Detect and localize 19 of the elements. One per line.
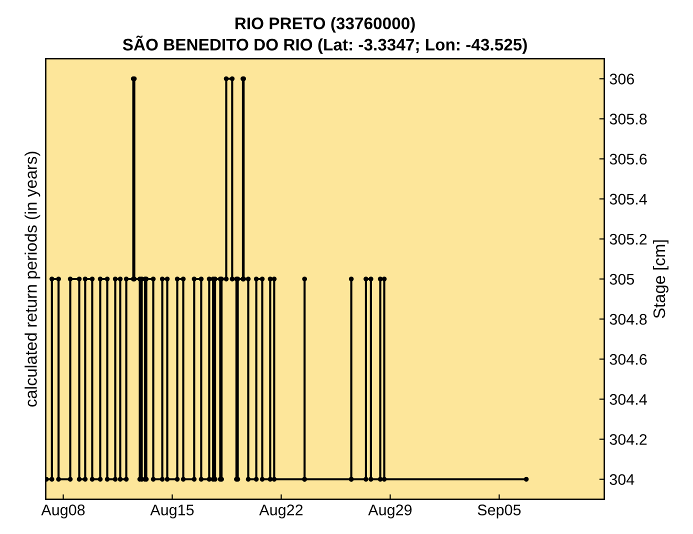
- y2-tick-label: 304.4: [610, 394, 647, 405]
- y2-tick-label: 305.4: [610, 194, 647, 205]
- x-tick-label: Aug08: [41, 504, 85, 518]
- x-tick-label: Aug15: [150, 504, 194, 518]
- y2-tick-label: 305.6: [610, 154, 647, 165]
- y2-tick-label: 304: [610, 474, 634, 485]
- y2-axis-title: Stage [cm]: [652, 240, 668, 318]
- x-tick-label: Aug22: [259, 504, 303, 518]
- y2-tick-label: 304.8: [610, 314, 647, 325]
- y2-tick-label: 305: [610, 274, 634, 285]
- y2-tick-label: 305.2: [610, 234, 647, 245]
- y-axis-title: calculated return periods (in years): [24, 152, 40, 407]
- x-tick-label: Sep05: [478, 504, 521, 518]
- y2-tick-label: 304.2: [610, 434, 647, 445]
- chart-title: RIO PRETO (33760000) SÃO BENEDITO DO RIO (Lat: -3.3347; Lon: -43.525): [122, 17, 527, 54]
- y2-tick-label: 304.6: [610, 354, 647, 365]
- y2-tick-label: 305.8: [610, 114, 647, 124]
- x-tick-label: Aug29: [368, 504, 412, 518]
- y2-tick-label: 306: [610, 74, 634, 84]
